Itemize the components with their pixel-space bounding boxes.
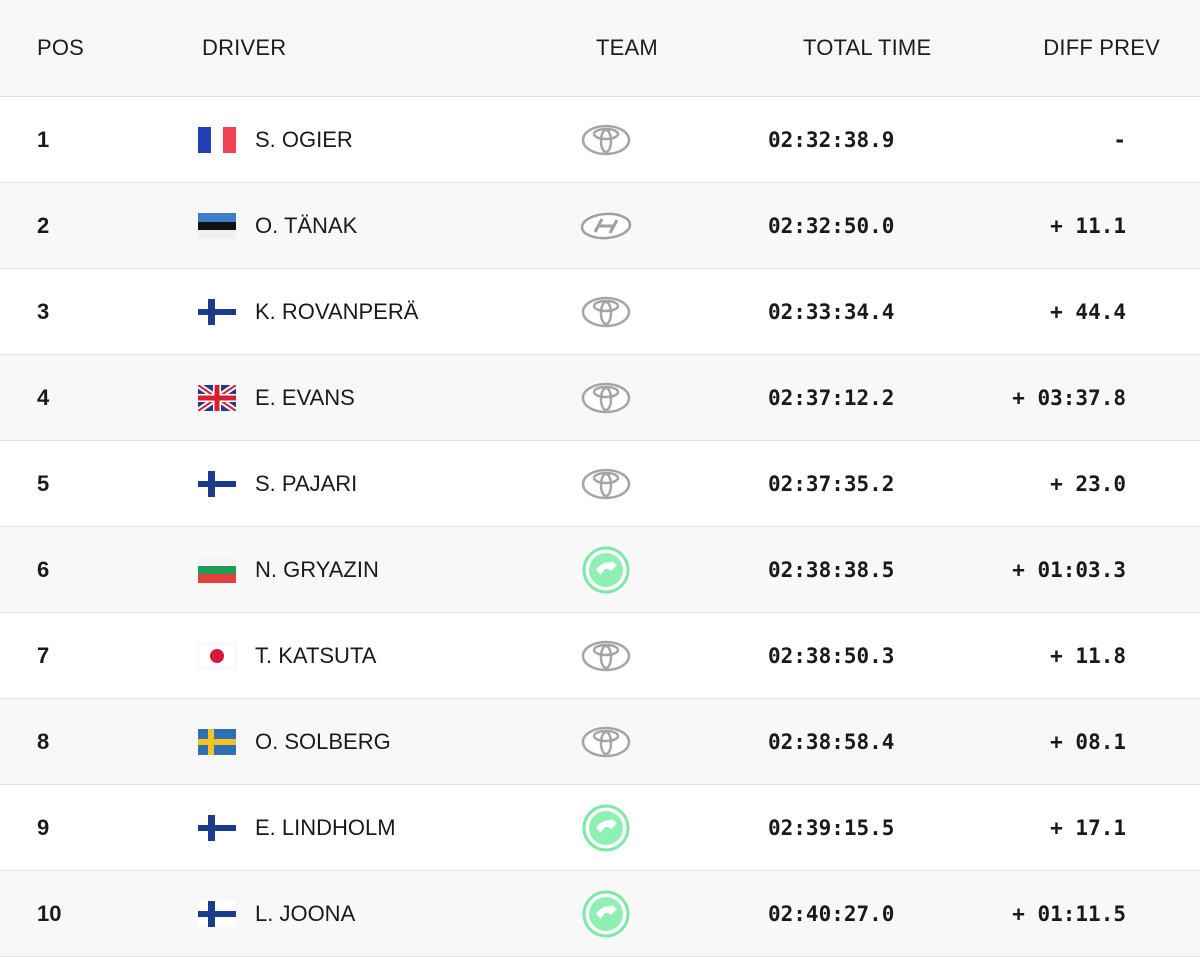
header-total-time[interactable]: TOTAL TIME [803, 35, 932, 60]
total-time: 02:38:38.5 [768, 557, 895, 582]
toyota-logo-icon [578, 441, 634, 526]
table-row[interactable]: 10 L. JOONA 02:40:27.0 + 01:11.5 [0, 871, 1200, 957]
sweden-flag-icon [198, 699, 236, 784]
diff-prev: + 23.0 [1050, 471, 1126, 496]
table-row[interactable]: 7 T. KATSUTA 02:38:50.3 + 11.8 [0, 613, 1200, 699]
finland-flag-icon [198, 441, 236, 526]
position: 5 [37, 470, 50, 496]
total-time: 02:39:15.5 [768, 815, 895, 840]
total-time: 02:32:50.0 [768, 213, 895, 238]
skoda-logo-icon [578, 871, 634, 956]
header-pos[interactable]: POS [37, 35, 85, 60]
table-row[interactable]: 8 O. SOLBERG 02:38:58.4 + 08.1 [0, 699, 1200, 785]
total-time: 02:33:34.4 [768, 299, 895, 324]
diff-prev: + 01:11.5 [1012, 901, 1126, 926]
table-header: POS DRIVER TEAM TOTAL TIME DIFF PREV [0, 0, 1200, 97]
position: 3 [37, 298, 50, 324]
hyundai-logo-icon [578, 183, 634, 268]
header-diff-prev[interactable]: DIFF PREV [1043, 35, 1160, 60]
table-row[interactable]: 6 N. GRYAZIN 02:38:38.5 + 01:03.3 [0, 527, 1200, 613]
driver-name[interactable]: S. PAJARI [255, 470, 358, 496]
position: 7 [37, 642, 50, 668]
skoda-logo-icon [578, 785, 634, 870]
header-driver[interactable]: DRIVER [202, 35, 287, 60]
total-time: 02:38:50.3 [768, 643, 895, 668]
position: 6 [37, 556, 50, 582]
diff-prev: + 03:37.8 [1012, 385, 1126, 410]
table-row[interactable]: 4 E. EVANS 02:37:12.2 + 03:37.8 [0, 355, 1200, 441]
finland-flag-icon [198, 871, 236, 956]
driver-name[interactable]: S. OGIER [255, 126, 353, 152]
position: 9 [37, 814, 50, 840]
total-time: 02:37:12.2 [768, 385, 895, 410]
toyota-logo-icon [578, 97, 634, 182]
total-time: 02:37:35.2 [768, 471, 895, 496]
table-row[interactable]: 9 E. LINDHOLM 02:39:15.5 + 17.1 [0, 785, 1200, 871]
bulgaria-flag-icon [198, 527, 236, 612]
driver-name[interactable]: O. SOLBERG [255, 728, 391, 754]
diff-prev: + 01:03.3 [1012, 557, 1126, 582]
finland-flag-icon [198, 269, 236, 354]
header-team[interactable]: TEAM [596, 35, 658, 60]
japan-flag-icon [198, 613, 236, 698]
estonia-flag-icon [198, 183, 236, 268]
toyota-logo-icon [578, 699, 634, 784]
driver-name[interactable]: N. GRYAZIN [255, 556, 379, 582]
driver-name[interactable]: O. TÄNAK [255, 212, 358, 238]
total-time: 02:40:27.0 [768, 901, 895, 926]
toyota-logo-icon [578, 269, 634, 354]
diff-prev: + 44.4 [1050, 299, 1126, 324]
france-flag-icon [198, 97, 236, 182]
diff-prev: + 11.1 [1050, 213, 1126, 238]
driver-name[interactable]: E. LINDHOLM [255, 814, 396, 840]
total-time: 02:32:38.9 [768, 127, 895, 152]
driver-name[interactable]: T. KATSUTA [255, 642, 377, 668]
uk-flag-icon [198, 355, 236, 440]
driver-name[interactable]: E. EVANS [255, 384, 355, 410]
total-time: 02:38:58.4 [768, 729, 895, 754]
position: 10 [37, 900, 62, 926]
diff-prev: + 17.1 [1050, 815, 1126, 840]
table-row[interactable]: 5 S. PAJARI 02:37:35.2 + 23.0 [0, 441, 1200, 527]
skoda-logo-icon [578, 527, 634, 612]
diff-prev: + 11.8 [1050, 643, 1126, 668]
table-row[interactable]: 3 K. ROVANPERÄ 02:33:34.4 + 44.4 [0, 269, 1200, 355]
toyota-logo-icon [578, 355, 634, 440]
position: 4 [37, 384, 50, 410]
position: 8 [37, 728, 50, 754]
diff-prev: + 08.1 [1050, 729, 1126, 754]
driver-name[interactable]: L. JOONA [255, 900, 356, 926]
toyota-logo-icon [578, 613, 634, 698]
position: 1 [37, 126, 50, 152]
driver-name[interactable]: K. ROVANPERÄ [255, 298, 419, 324]
table-row[interactable]: 1 S. OGIER 02:32:38.9 - [0, 97, 1200, 183]
diff-prev: - [1113, 127, 1126, 152]
finland-flag-icon [198, 785, 236, 870]
position: 2 [37, 212, 50, 238]
table-row[interactable]: 2 O. TÄNAK 02:32:50.0 + 11.1 [0, 183, 1200, 269]
